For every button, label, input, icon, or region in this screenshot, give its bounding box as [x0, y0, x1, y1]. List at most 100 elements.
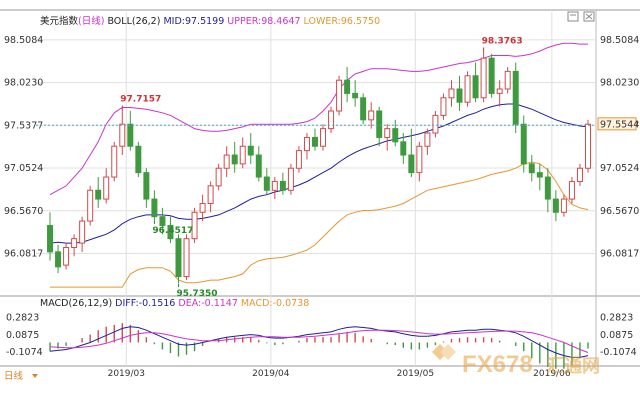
indicator-name: BOLL(26,2) — [107, 16, 163, 27]
macd-tick-right: -0.1074 — [600, 347, 637, 358]
price-tick-left: 97.0524 — [4, 163, 43, 174]
macd-tick-right: 0.2823 — [600, 313, 633, 324]
macd-tick-left: 0.2823 — [6, 313, 39, 324]
candle-up — [336, 79, 343, 112]
candle-up — [496, 88, 503, 94]
last-price-value: 97.5544 — [600, 119, 639, 130]
macd-legend: MACD(26,12,9) DIFF:-0.1516 DEA:-0.1147 M… — [40, 298, 309, 309]
candle-down — [151, 198, 158, 218]
candle-up — [424, 132, 431, 147]
candle-up — [576, 167, 583, 182]
candle-up — [215, 167, 222, 187]
price-tick-right: 96.5670 — [600, 206, 639, 217]
candle-down — [544, 176, 551, 200]
candle-up — [464, 75, 471, 103]
close-panel-icon[interactable] — [583, 11, 595, 22]
candle-up — [368, 110, 375, 121]
candle-down — [352, 92, 359, 99]
candle-down — [536, 172, 543, 178]
annotation-label: 98.3763 — [482, 36, 523, 46]
chevron-down-icon[interactable] — [32, 374, 38, 378]
period-selector[interactable]: 日线 — [4, 370, 38, 382]
candle-down — [55, 251, 62, 268]
upper-band-line — [49, 42, 588, 196]
macd-indicator-name: MACD(26,12,9) — [40, 298, 115, 309]
macd-legend-diff: DIFF:-0.1516 — [115, 298, 178, 309]
date-tick: 2019/04 — [252, 369, 290, 379]
candle-up — [504, 70, 511, 90]
candle-up — [303, 136, 310, 152]
price-annotations: 97.7157 95.7350 98.3763 96.4517 — [120, 36, 522, 299]
candle-up — [239, 145, 246, 165]
date-tick: 2019/03 — [108, 369, 145, 379]
macd-panel — [49, 323, 589, 369]
candle-up — [560, 198, 567, 213]
candle-up — [432, 114, 439, 134]
date-axis: 2019/03 2019/04 2019/05 2019/06 — [108, 369, 571, 379]
window-restore-icon[interactable] — [567, 11, 579, 22]
price-tick-left: 97.5377 — [4, 120, 43, 131]
candle-down — [95, 189, 102, 200]
candle-up — [584, 123, 591, 169]
annotation-label: 95.7350 — [176, 289, 217, 299]
macd-diff-line — [49, 326, 589, 358]
macd-tick-right: 0.0875 — [600, 330, 633, 341]
candle-down — [488, 57, 495, 94]
candle-down — [520, 123, 527, 165]
price-tick-right: 98.0230 — [600, 78, 639, 89]
candle-up — [191, 211, 198, 240]
candle-down — [311, 136, 318, 147]
candle-up — [568, 180, 575, 200]
candle-down — [127, 123, 134, 147]
price-tick-left: 96.5670 — [4, 206, 43, 217]
watermark: FX678 汇通网 — [432, 344, 600, 378]
bollinger-bands — [49, 42, 589, 288]
price-tick-left: 96.0817 — [4, 249, 43, 260]
candlesticks — [47, 51, 591, 284]
candle-down — [376, 110, 383, 138]
macd-tick-left: -0.1074 — [6, 347, 43, 358]
date-tick: 2019/05 — [397, 369, 434, 379]
candle-down — [279, 180, 286, 191]
candle-down — [143, 172, 150, 200]
main-legend-text: 美元指数(日线) BOLL(26,2) MID:97.5199 UPPER:98… — [40, 15, 380, 27]
macd-legend-dea: DEA:-0.1147 — [178, 298, 241, 309]
mid-band-line — [49, 103, 589, 244]
macd-legend-macd: MACD:-0.0738 — [241, 298, 309, 309]
price-tick-left: 98.0230 — [4, 78, 43, 89]
candle-down — [231, 154, 238, 165]
brand-logo-icon-secondary — [440, 344, 456, 360]
macd-axis: 0.2823 0.2823 0.0875 0.0875 -0.1074 -0.1074 — [6, 313, 637, 358]
candle-down — [175, 238, 182, 278]
candle-down — [247, 145, 254, 156]
candle-up — [207, 185, 214, 204]
price-tick-right: 97.0524 — [600, 163, 639, 174]
last-price-tag — [597, 117, 637, 131]
candle-up — [71, 238, 78, 248]
annotation-label: 97.7157 — [120, 95, 161, 105]
main-legend: 美元指数(日线) BOLL(26,2) MID:97.5199 UPPER:98… — [40, 15, 380, 27]
candle-up — [199, 202, 206, 213]
period-button-label[interactable]: 日线 — [4, 370, 24, 382]
candle-down — [159, 216, 166, 226]
chart-period: (日线) — [78, 15, 107, 27]
candle-up — [416, 145, 423, 174]
candle-up — [440, 97, 447, 116]
candle-down — [400, 141, 407, 156]
macd-legend-text: MACD(26,12,9) DIFF:-0.1516 DEA:-0.1147 M… — [40, 298, 309, 309]
candle-down — [552, 198, 559, 213]
candle-up — [119, 123, 126, 147]
candle-down — [344, 79, 351, 94]
candle-down — [360, 97, 367, 121]
date-tick: 2019/06 — [533, 369, 571, 379]
candle-up — [223, 154, 230, 169]
candle-down — [456, 88, 463, 103]
candle-up — [87, 189, 94, 222]
candle-up — [287, 167, 294, 191]
candle-up — [183, 238, 190, 278]
candle-up — [111, 145, 118, 178]
candle-down — [528, 163, 535, 174]
toolbar-icons — [567, 11, 595, 22]
candle-up — [328, 110, 335, 130]
